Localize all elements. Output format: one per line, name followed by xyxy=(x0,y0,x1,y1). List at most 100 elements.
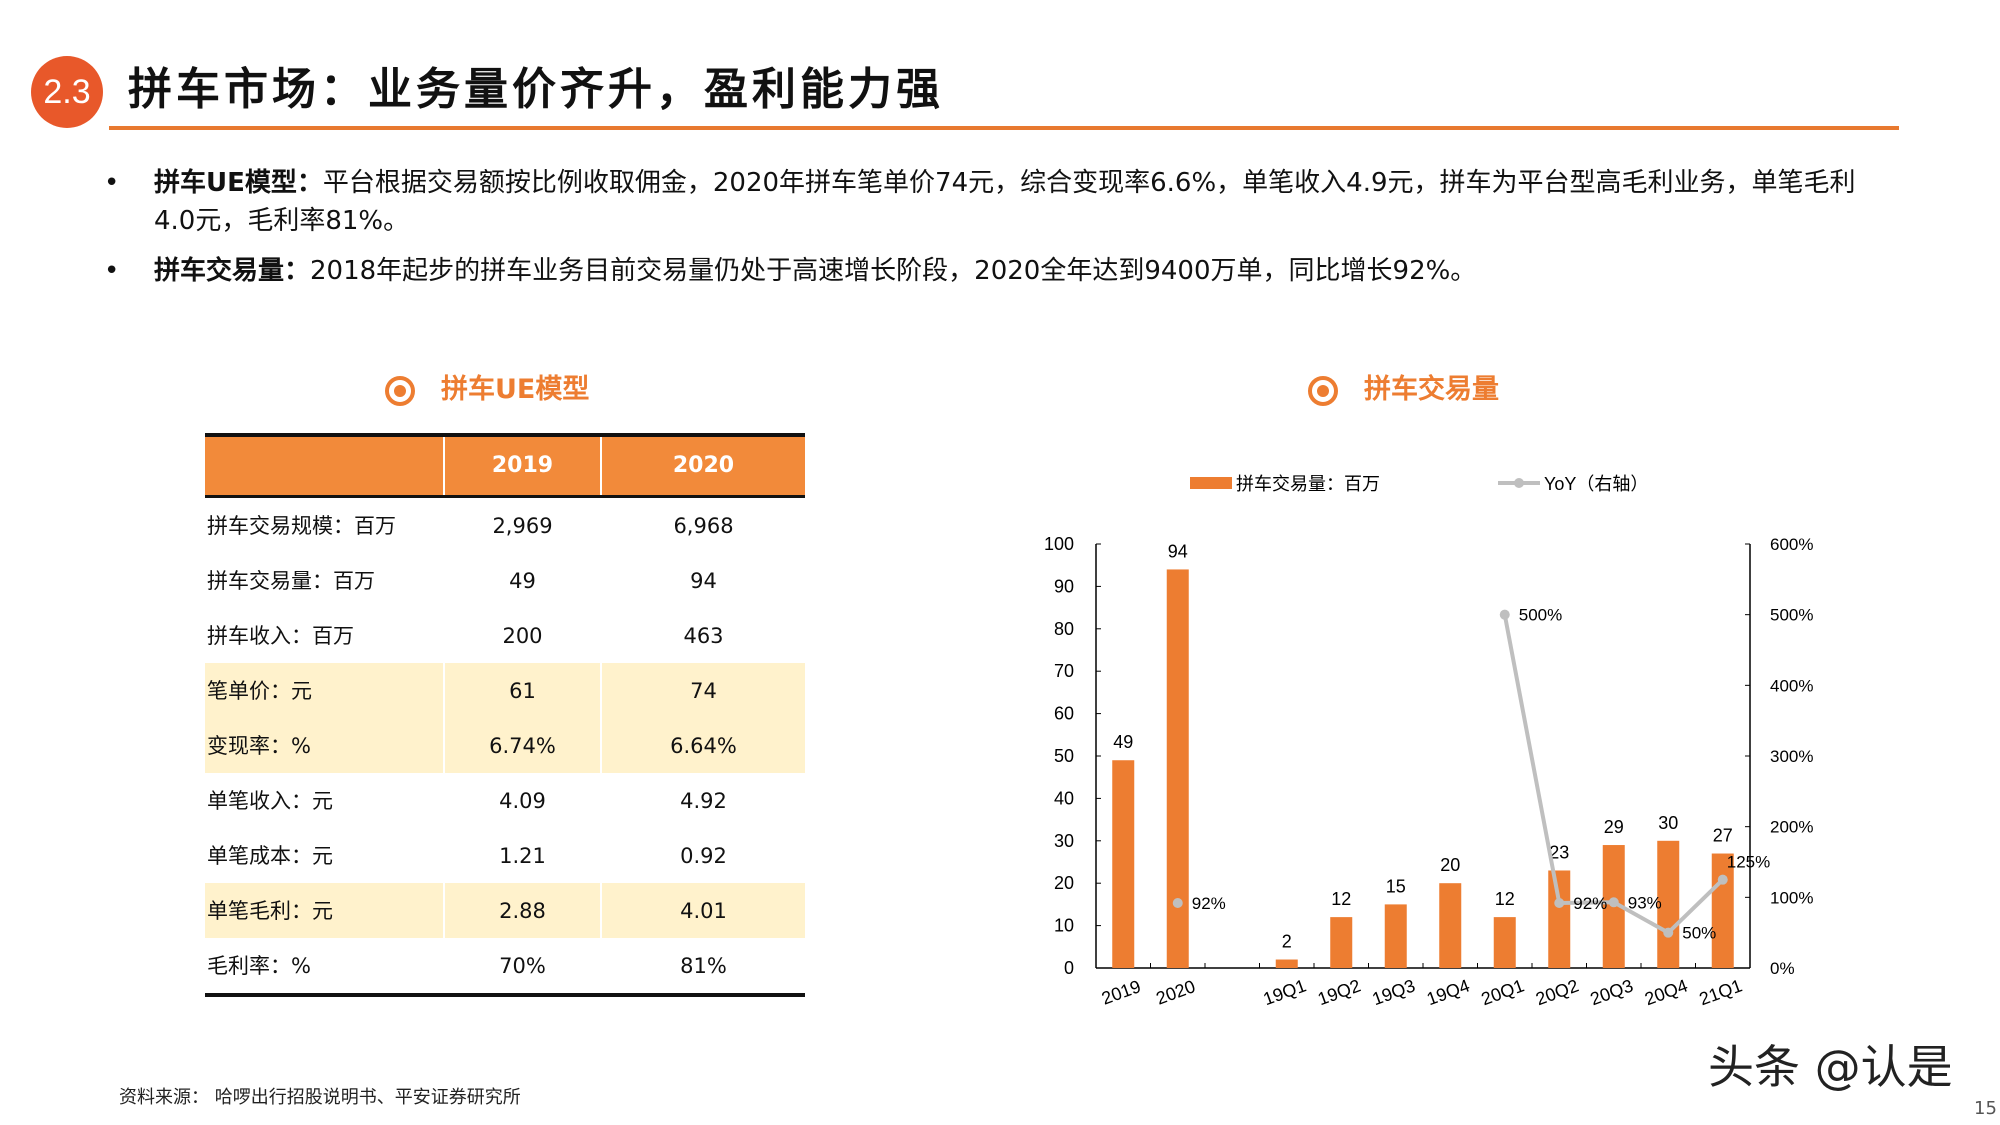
yoy-label: 125% xyxy=(1727,853,1770,872)
x-tick-label: 21Q1 xyxy=(1697,975,1745,1009)
right-tick-label: 600% xyxy=(1770,535,1813,554)
table-cell-v2019: 61 xyxy=(443,663,601,718)
x-tick-label: 20Q4 xyxy=(1642,975,1690,1009)
legend-swatch-point xyxy=(1514,478,1524,488)
table-row: 笔单价：元 61 74 xyxy=(205,663,805,718)
bar xyxy=(1384,904,1407,968)
legend-label: YoY（右轴） xyxy=(1544,474,1648,494)
table-cell-v2019: 200 xyxy=(443,608,601,663)
yoy-point xyxy=(1717,874,1728,885)
left-tick-label: 10 xyxy=(1054,916,1074,936)
table-cell-v2019: 6.74% xyxy=(443,718,601,773)
left-tick-label: 20 xyxy=(1054,873,1074,893)
table-cell-v2020: 74 xyxy=(600,663,805,718)
table-cell-v2019: 1.21 xyxy=(443,828,601,883)
bar-label: 30 xyxy=(1658,813,1678,833)
bullet-text: 2018年起步的拼车业务目前交易量仍处于高速增长阶段，2020全年达到9400万… xyxy=(310,256,1477,286)
table-cell-v2020: 4.92 xyxy=(600,773,805,828)
bullet-text: 平台根据交易额按比例收取佣金，2020年拼车笔单价74元，综合变现率6.6%，单… xyxy=(154,168,1856,236)
title-divider xyxy=(109,126,1899,130)
yoy-point xyxy=(1554,897,1565,908)
table-cell-v2020: 81% xyxy=(600,938,805,995)
bar-label: 29 xyxy=(1604,817,1624,837)
x-tick-label: 19Q4 xyxy=(1424,975,1472,1009)
bullet-icon: • xyxy=(104,256,120,286)
table-row: 单笔毛利：元 2.88 4.01 xyxy=(205,883,805,938)
bar-label: 20 xyxy=(1440,855,1460,875)
yoy-point xyxy=(1499,609,1510,620)
right-tick-label: 0% xyxy=(1770,959,1795,978)
target-icon xyxy=(1308,375,1338,406)
left-tick-label: 100 xyxy=(1044,534,1074,554)
section-badge: 2.3 xyxy=(31,56,103,128)
table-cell-v2020: 0.92 xyxy=(600,828,805,883)
x-tick-label: 20Q3 xyxy=(1588,975,1636,1009)
table-cell-label: 笔单价：元 xyxy=(205,663,444,718)
right-tick-label: 500% xyxy=(1770,606,1813,625)
table-row: 变现率：% 6.74% 6.64% xyxy=(205,718,805,773)
bar-label: 12 xyxy=(1331,889,1351,909)
bar xyxy=(1711,853,1734,968)
chart-section-title: 拼车交易量 xyxy=(1308,372,1499,408)
bar-label: 2 xyxy=(1282,932,1292,952)
table-cell-v2019: 2,969 xyxy=(443,496,601,553)
bar xyxy=(1166,569,1189,968)
right-tick-label: 100% xyxy=(1770,888,1813,907)
table-cell-v2019: 49 xyxy=(443,553,601,608)
table-cell-v2020: 463 xyxy=(600,608,805,663)
ue-model-table: 2019 2020 拼车交易规模：百万 2,969 6,968 拼车交易量：百万 49 9… xyxy=(205,433,805,997)
table-row: 拼车交易量：百万 49 94 xyxy=(205,553,805,608)
table-row: 单笔成本：元 1.21 0.92 xyxy=(205,828,805,883)
bar xyxy=(1275,959,1298,968)
yoy-point xyxy=(1608,897,1619,908)
yoy-label: 92% xyxy=(1192,894,1226,913)
page-number: 15 xyxy=(1974,1098,1997,1119)
right-tick-label: 300% xyxy=(1770,747,1813,766)
column-header: 2020 xyxy=(600,435,805,498)
section-title-text: 拼车交易量 xyxy=(1364,374,1499,405)
bar xyxy=(1548,870,1571,968)
legend-swatch-bar xyxy=(1190,477,1232,489)
table-row: 单笔收入：元 4.09 4.92 xyxy=(205,773,805,828)
bar-label: 94 xyxy=(1168,541,1188,561)
target-icon xyxy=(385,375,415,406)
bar-label: 12 xyxy=(1495,889,1515,909)
bar xyxy=(1112,760,1135,968)
x-tick-label: 20Q1 xyxy=(1479,975,1527,1009)
yoy-label: 92% xyxy=(1573,894,1607,913)
source-note: 资料来源： 哈啰出行招股说明书、平安证券研究所 xyxy=(119,1087,521,1108)
bullet-ue-model: • 拼车UE模型：平台根据交易额按比例收取佣金，2020年拼车笔单价74元，综合… xyxy=(104,164,1904,240)
table-row: 毛利率：% 70% 81% xyxy=(205,938,805,995)
bar xyxy=(1330,917,1353,968)
bullet-icon: • xyxy=(104,168,120,198)
left-tick-label: 80 xyxy=(1054,619,1074,639)
x-tick-label: 19Q3 xyxy=(1370,975,1418,1009)
page-title: 拼车市场：业务量价齐升，盈利能力强 xyxy=(128,64,944,115)
bullet-label: 拼车UE模型： xyxy=(154,168,323,198)
table-cell-label: 单笔毛利：元 xyxy=(205,883,444,938)
bar xyxy=(1657,840,1680,968)
yoy-point xyxy=(1172,897,1183,908)
table-cell-label: 拼车交易量：百万 xyxy=(207,568,375,593)
table-cell-label: 毛利率：% xyxy=(207,953,311,978)
left-tick-label: 70 xyxy=(1054,661,1074,681)
watermark: 头条 @认是 xyxy=(1708,1040,1953,1094)
table-cell-label: 单笔成本：元 xyxy=(207,843,333,868)
x-tick-label: 2019 xyxy=(1099,976,1143,1008)
left-tick-label: 60 xyxy=(1054,704,1074,724)
legend-label: 拼车交易量：百万 xyxy=(1236,474,1380,494)
section-title-text: 拼车UE模型 xyxy=(441,374,590,405)
bar xyxy=(1439,883,1462,968)
table-cell-label: 拼车交易规模：百万 xyxy=(207,513,396,538)
table-cell-v2020: 4.01 xyxy=(600,883,805,938)
table-cell-v2019: 70% xyxy=(443,938,601,995)
left-tick-label: 90 xyxy=(1054,576,1074,596)
table-cell-v2020: 6.64% xyxy=(600,718,805,773)
x-tick-label: 2020 xyxy=(1153,976,1197,1008)
bar-label: 15 xyxy=(1386,876,1406,896)
table-cell-v2019: 2.88 xyxy=(443,883,601,938)
left-tick-label: 40 xyxy=(1054,788,1074,808)
x-tick-label: 20Q2 xyxy=(1533,975,1581,1009)
right-tick-label: 400% xyxy=(1770,676,1813,695)
